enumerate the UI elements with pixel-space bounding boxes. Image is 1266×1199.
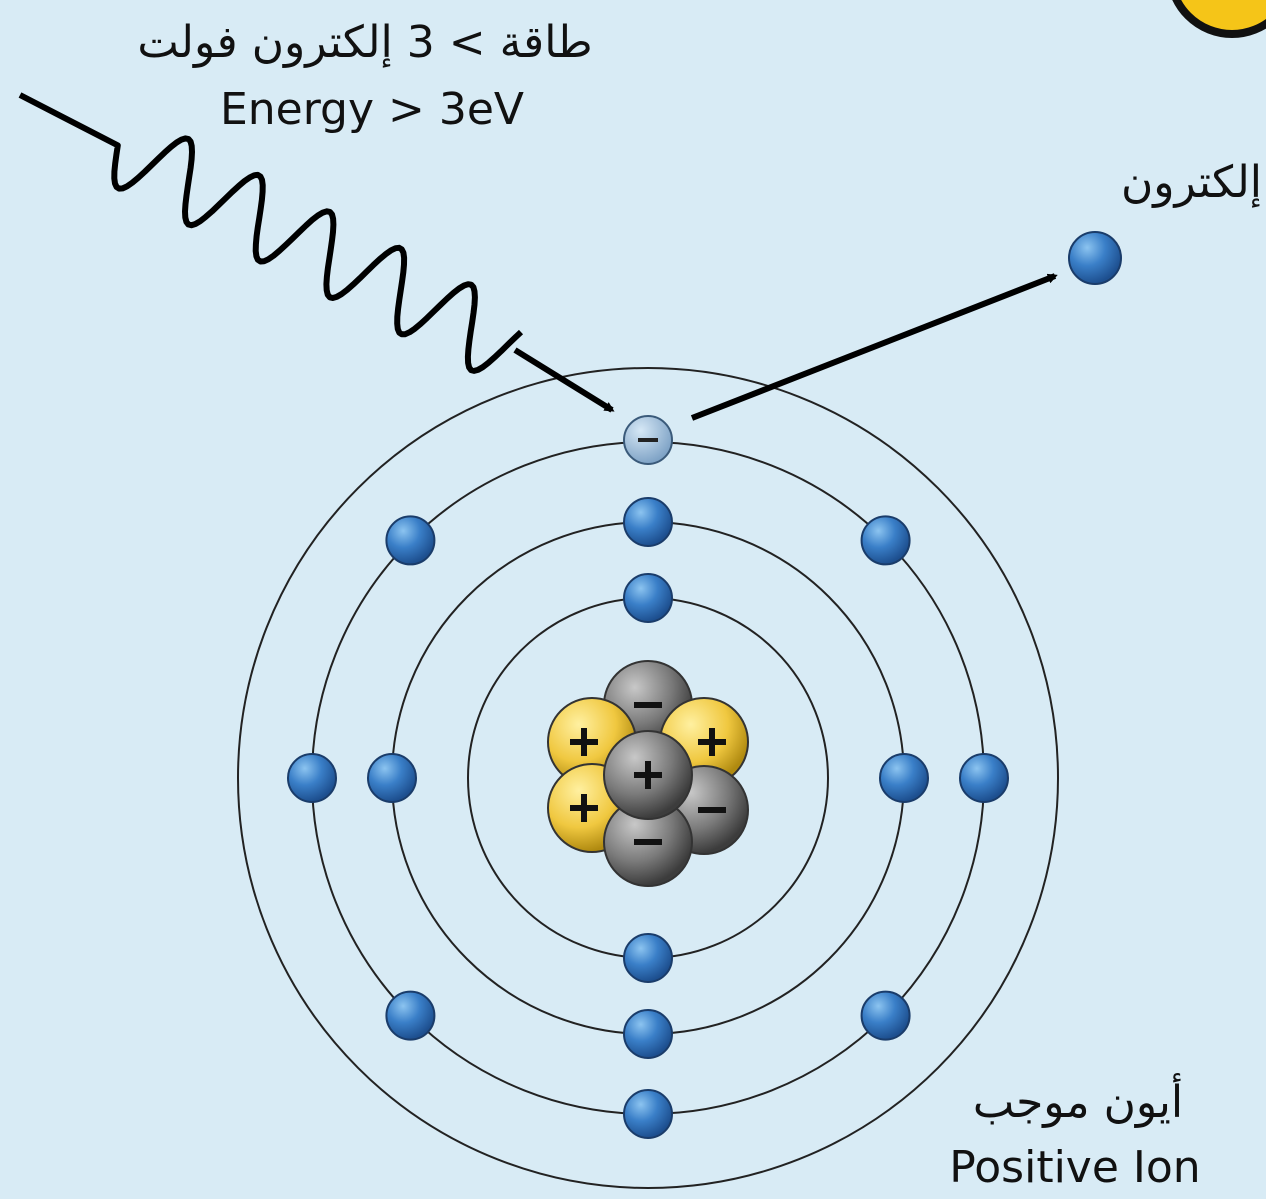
page: طاقة > 3 إلكترون فولت Energy > 3eV إلكتر… xyxy=(0,0,1266,1199)
electron xyxy=(624,574,672,622)
diagram: طاقة > 3 إلكترون فولت Energy > 3eV إلكتر… xyxy=(0,0,1266,1199)
electron xyxy=(386,992,434,1040)
electron xyxy=(624,1010,672,1058)
ion-label-en: Positive Ion xyxy=(949,1142,1200,1193)
electron xyxy=(288,754,336,802)
electron xyxy=(624,934,672,982)
electron xyxy=(624,498,672,546)
electron xyxy=(386,516,434,564)
energy-label-en: Energy > 3eV xyxy=(220,84,524,135)
electron xyxy=(880,754,928,802)
electron xyxy=(862,516,910,564)
ion-label-ar: أيون موجب xyxy=(973,1073,1183,1128)
electron xyxy=(960,754,1008,802)
ejected-electron xyxy=(1069,232,1121,284)
electron xyxy=(624,1090,672,1138)
electron-label: إلكترون xyxy=(1121,157,1262,208)
electron xyxy=(862,992,910,1040)
energy-label-ar: طاقة > 3 إلكترون فولت xyxy=(137,17,592,68)
electron xyxy=(368,754,416,802)
